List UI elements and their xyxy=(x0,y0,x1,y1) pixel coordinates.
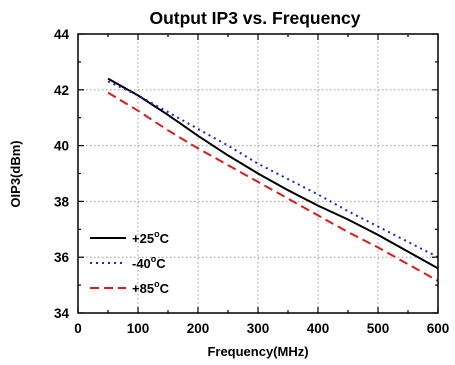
y-tick-labels: 34 36 38 40 42 44 xyxy=(54,27,70,321)
legend-label-1: -40oC xyxy=(132,254,166,271)
chart-title: Output IP3 vs. Frequency xyxy=(149,8,360,28)
series-line-0 xyxy=(107,77,439,270)
x-tick-label: 200 xyxy=(187,321,210,336)
y-tick-label: 34 xyxy=(54,306,70,321)
y-axis-label: OIP3(dBm) xyxy=(8,140,23,207)
x-axis-label: Frequency(MHz) xyxy=(207,344,308,359)
axis-ticks xyxy=(77,33,439,314)
x-tick-label: 0 xyxy=(74,321,82,336)
grid-lines xyxy=(78,34,438,313)
x-tick-labels: 0 100 200 300 400 500 600 xyxy=(74,321,449,336)
x-tick-label: 600 xyxy=(427,321,450,336)
x-tick-label: 400 xyxy=(307,321,330,336)
y-tick-label: 36 xyxy=(54,250,70,265)
series-lines xyxy=(107,77,439,282)
x-tick-label: 300 xyxy=(247,321,270,336)
series-line-1 xyxy=(107,80,439,259)
series-line-2 xyxy=(107,91,439,282)
y-tick-label: 40 xyxy=(54,139,69,154)
x-tick-label: 500 xyxy=(367,321,390,336)
legend-label-2: +85oC xyxy=(132,279,170,296)
y-tick-label: 38 xyxy=(54,194,70,209)
legend-label-0: +25oC xyxy=(132,229,170,246)
y-tick-label: 44 xyxy=(54,27,70,42)
legend: +25oC -40oC +85oC xyxy=(90,229,170,296)
y-tick-label: 42 xyxy=(54,83,69,98)
x-tick-label: 100 xyxy=(127,321,150,336)
